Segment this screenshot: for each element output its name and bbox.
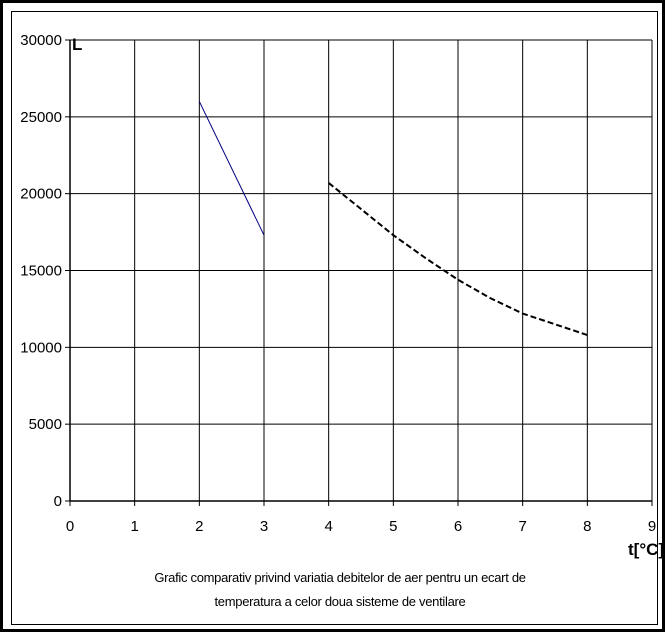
series-line-2 [328,182,588,336]
y-tick-label: 30000 [20,32,62,49]
y-axis-label: L [72,35,82,54]
x-tick-label: 8 [583,518,591,535]
y-tick-label: 5000 [29,416,62,433]
chart-inner-frame [11,11,658,625]
y-tick-label: 25000 [20,109,62,126]
x-tick-label: 0 [66,518,74,535]
series-group [198,101,588,336]
y-tick-label: 20000 [20,186,62,203]
y-axis-ticks: 0 5000 10000 15000 20000 25000 30000 [20,32,70,510]
series-line-1 [198,101,265,236]
x-tick-label: 5 [389,518,397,535]
chart-caption-line-2: temperatura a celor doua sisteme de vent… [214,594,466,609]
x-tick-label: 1 [130,518,138,535]
x-tick-label: 9 [648,518,656,535]
x-axis-ticks: 0 1 2 3 4 5 6 7 8 9 [66,501,656,535]
x-tick-label: 6 [454,518,462,535]
chart-caption-line-1: Grafic comparativ privind variatia debit… [154,570,526,585]
grid-lines [69,39,653,502]
y-tick-label: 15000 [20,263,62,280]
x-axis-label: t[°C] [628,540,664,559]
y-tick-label: 0 [54,493,62,510]
y-tick-label: 10000 [20,339,62,356]
x-tick-label: 4 [324,518,332,535]
x-tick-label: 3 [260,518,268,535]
x-tick-label: 7 [518,518,526,535]
x-tick-label: 2 [195,518,203,535]
